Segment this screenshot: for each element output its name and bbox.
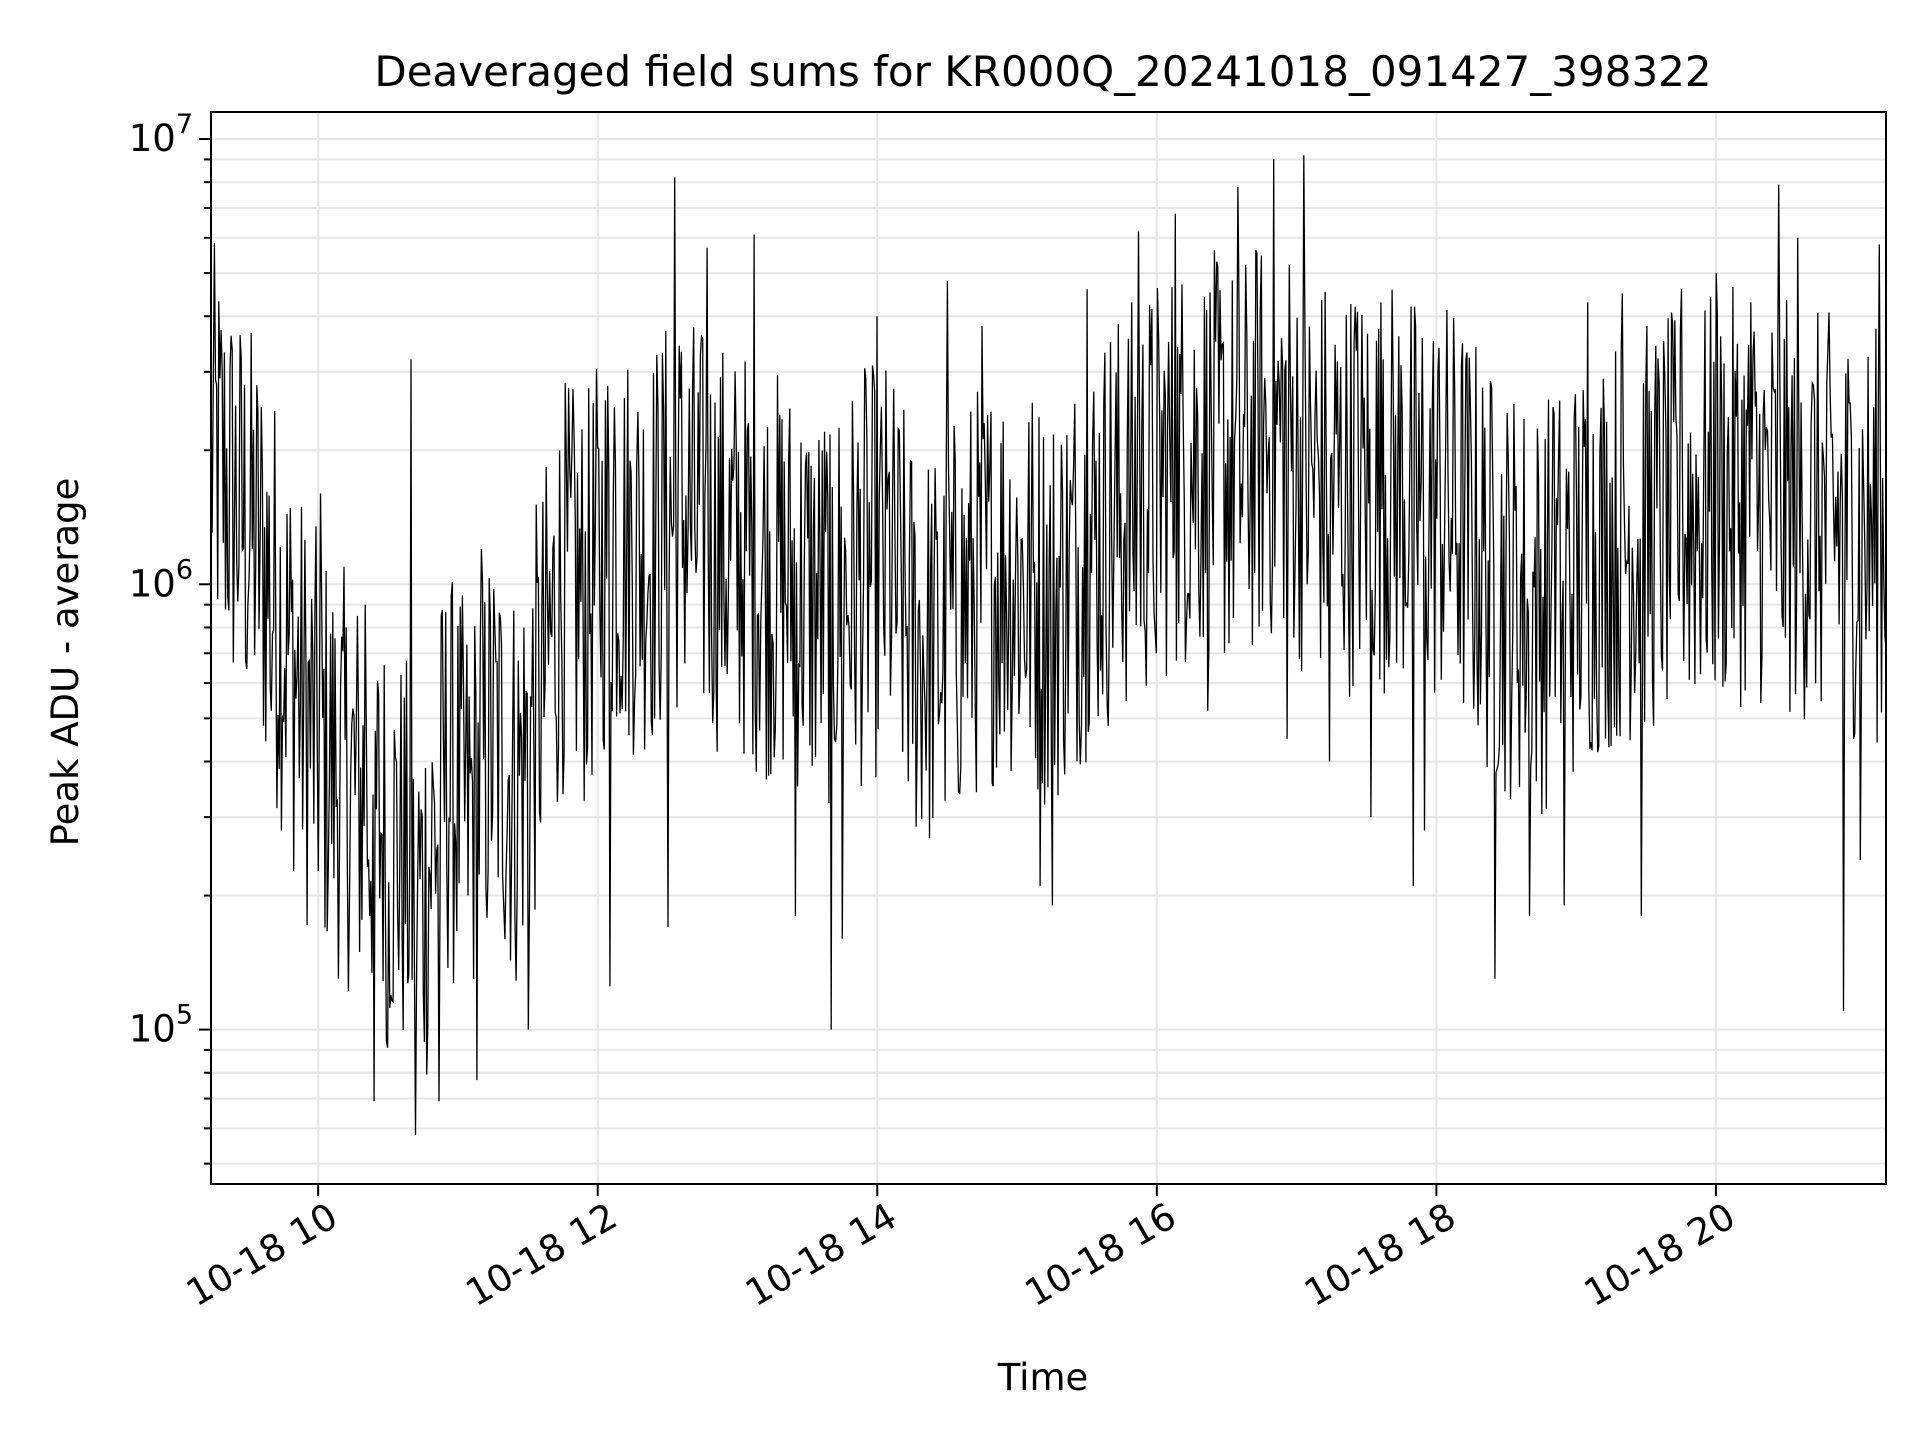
y-tick-label: 106 [129, 554, 193, 605]
series-line [210, 155, 1887, 1135]
y-tick-label: 107 [129, 109, 193, 160]
chart-title: Deaveraged field sums for KR000Q_2024101… [374, 47, 1711, 96]
plot-area [210, 155, 1887, 1135]
y-tick-label: 105 [129, 1000, 193, 1051]
plot-frame [210, 111, 1887, 1185]
y-axis-label: Peak ADU - average [44, 478, 87, 847]
x-axis-label: Time [997, 1356, 1089, 1399]
y-axis: 105 106 107 [129, 109, 211, 1165]
